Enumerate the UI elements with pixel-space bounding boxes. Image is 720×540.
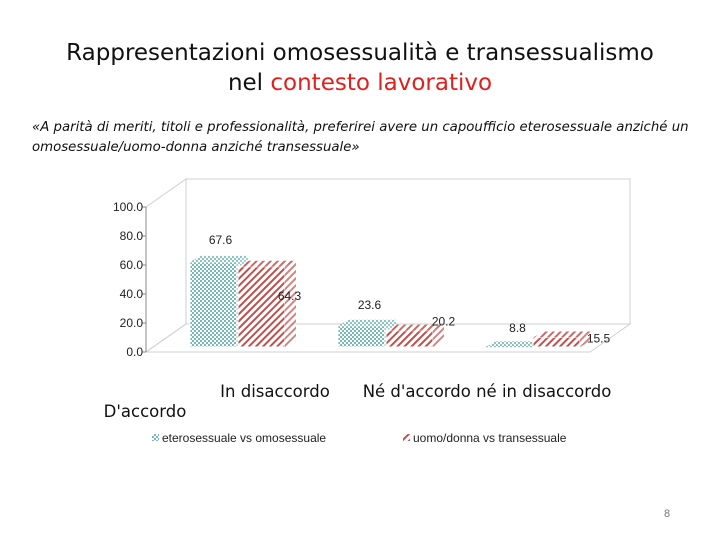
bar-top	[386, 324, 444, 331]
bar-front	[189, 261, 238, 348]
data-label: 23.6	[358, 298, 382, 312]
bar-side	[580, 331, 591, 347]
category-label: Né d'accordo né in disaccordo	[363, 382, 612, 401]
data-label: 15.5	[587, 332, 611, 346]
chart-side-wall	[145, 178, 187, 353]
data-label: 64.3	[278, 289, 302, 303]
title-line-1: Rappresentazioni omosessualità e transes…	[66, 40, 654, 66]
bar-front	[532, 337, 581, 348]
y-tick-label: 0.0	[126, 345, 143, 359]
data-label: 8.8	[509, 321, 526, 335]
bar-side	[433, 324, 444, 347]
title-accent: contesto lavorativo	[270, 70, 493, 96]
legend-swatch	[403, 434, 410, 441]
chart-floor	[144, 323, 632, 353]
category-label: D'accordo	[104, 402, 187, 421]
bar-top	[190, 255, 248, 262]
legend-label: eterosessuale vs omosessuale	[162, 431, 326, 445]
y-tick-label: 100.0	[113, 200, 143, 214]
title-line-2: nel contesto lavorativo	[0, 68, 720, 98]
question-text: «A parità di meriti, titoli e profession…	[32, 120, 689, 155]
category-label: In disaccordo	[220, 382, 330, 401]
bar-top	[485, 341, 543, 348]
bar-front	[337, 325, 386, 348]
bar-top	[238, 260, 296, 267]
y-tick-label: 80.0	[120, 229, 144, 243]
bar-front	[237, 266, 286, 348]
data-label: 67.6	[209, 233, 233, 247]
bar-side	[285, 260, 296, 347]
data-label: 20.2	[432, 315, 456, 329]
y-tick-label: 40.0	[120, 287, 144, 301]
title-line-2-prefix: nel	[227, 70, 271, 96]
legend-label: uomo/donna vs transessuale	[413, 431, 567, 445]
y-tick-label: 20.0	[120, 316, 144, 330]
y-tick-label: 60.0	[120, 258, 144, 272]
bar-top	[533, 331, 591, 338]
slide-title: Rappresentazioni omosessualità e transes…	[0, 38, 720, 98]
legend-swatch	[152, 434, 159, 441]
bar-top	[338, 319, 396, 326]
page-number: 8	[664, 508, 671, 520]
bar-front	[385, 330, 434, 348]
chart-back-wall	[186, 178, 631, 324]
